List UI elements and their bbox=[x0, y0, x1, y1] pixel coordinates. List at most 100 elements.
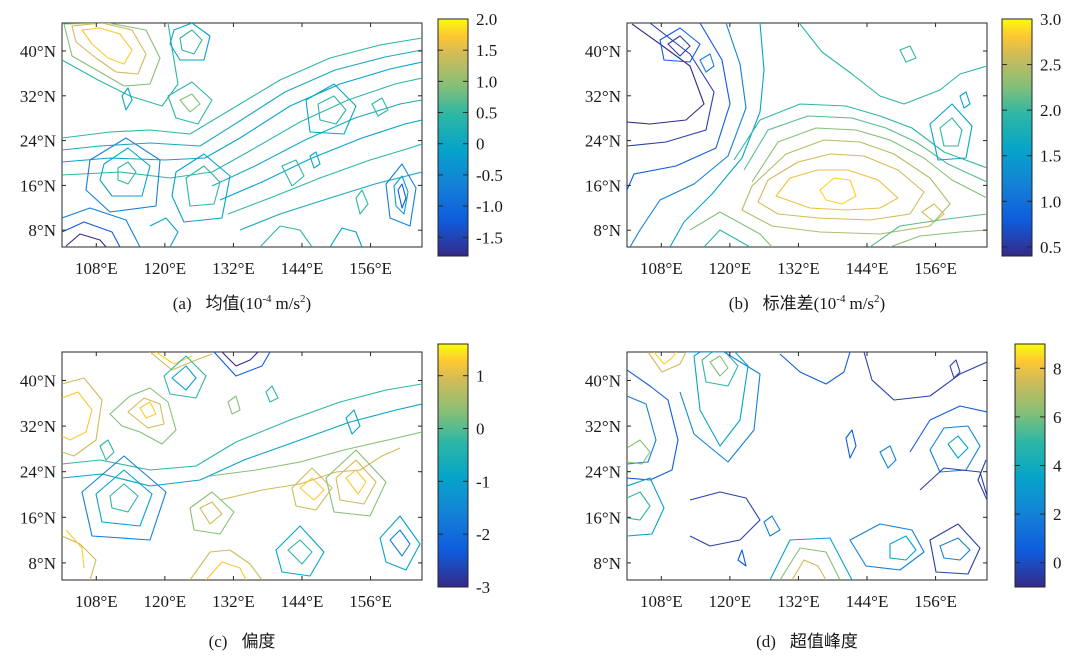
contour-line bbox=[947, 435, 969, 459]
colorbar-frame bbox=[1001, 18, 1033, 257]
contour-line bbox=[155, 352, 193, 365]
contour-line bbox=[259, 225, 313, 247]
x-tick-label: 144°E bbox=[846, 592, 889, 611]
contour-line bbox=[669, 23, 765, 247]
panel-a bbox=[61, 22, 423, 248]
contour-lines bbox=[627, 23, 987, 247]
y-tick-label: 8°N bbox=[593, 554, 621, 573]
panel-caption: (a) 均值(10-4 m/s2) bbox=[173, 293, 311, 313]
colorbar-gradient bbox=[1002, 19, 1032, 256]
contour-line bbox=[62, 49, 422, 151]
unit-open: ( bbox=[814, 294, 820, 313]
unit-open: ( bbox=[240, 294, 246, 313]
contour-line bbox=[929, 523, 981, 575]
contour-line bbox=[62, 37, 422, 139]
unit-square: 2 bbox=[874, 293, 880, 305]
contour-line bbox=[189, 491, 235, 535]
contour-line bbox=[265, 385, 279, 403]
colorbar-tick-label: 1.0 bbox=[1040, 192, 1061, 211]
y-tick-label: 16°N bbox=[585, 176, 621, 195]
contour-line bbox=[149, 352, 213, 371]
colorbar-gradient bbox=[438, 344, 468, 587]
contour-line bbox=[199, 501, 223, 525]
contour-line bbox=[629, 23, 747, 247]
colorbar-tick-label: -3 bbox=[476, 578, 490, 597]
caption-text: 超值峰度 bbox=[790, 632, 858, 651]
contour-line bbox=[305, 83, 357, 135]
contour-line bbox=[281, 159, 305, 187]
contour-line bbox=[679, 352, 761, 463]
unit-tail: m/s bbox=[275, 294, 300, 313]
contour-line bbox=[291, 467, 333, 511]
x-tick-label: 132°E bbox=[777, 592, 820, 611]
contour-line bbox=[62, 377, 103, 457]
contour-line bbox=[667, 35, 691, 57]
contour-line bbox=[185, 165, 221, 207]
contour-line bbox=[65, 529, 85, 569]
panel-axes: 108°E 120°E 132°E 144°E 156°E 8°N 16°N 24°N 32°N… bbox=[585, 352, 987, 611]
caption-label: (d) bbox=[756, 632, 776, 651]
x-tick-label: 132°E bbox=[212, 592, 255, 611]
contour-line bbox=[309, 151, 321, 169]
contour-line bbox=[701, 352, 739, 387]
contour-line bbox=[95, 469, 153, 527]
y-tick-label: 40°N bbox=[585, 42, 621, 61]
contour-line bbox=[869, 213, 987, 247]
contour-line bbox=[329, 227, 363, 247]
contour-lines bbox=[627, 352, 987, 580]
unit-exponent: -4 bbox=[262, 293, 272, 305]
contour-line bbox=[371, 97, 389, 117]
contour-line bbox=[627, 439, 651, 465]
y-tick-label: 8°N bbox=[28, 221, 56, 240]
contour-line bbox=[627, 491, 651, 521]
caption-text: 标准差 bbox=[763, 294, 814, 313]
contour-line bbox=[733, 103, 987, 169]
contour-line bbox=[227, 395, 241, 415]
contour-line bbox=[737, 549, 747, 567]
colorbar-tick-label: 0.5 bbox=[476, 104, 497, 123]
x-tick-label: 108°E bbox=[640, 259, 683, 278]
contour-line bbox=[117, 161, 137, 185]
contour-line bbox=[939, 537, 971, 561]
colorbar-tick-label: 4 bbox=[1053, 457, 1062, 476]
contour-line bbox=[211, 99, 422, 187]
unit-base: 10 bbox=[819, 294, 836, 313]
caption-label: (a) bbox=[173, 294, 192, 313]
colorbar-tick-label: 1.5 bbox=[1040, 147, 1061, 166]
colorbar-tick-label: -1 bbox=[476, 472, 490, 491]
colorbar-tick-label: 0 bbox=[476, 135, 485, 154]
contour-line bbox=[647, 352, 687, 373]
panel-c bbox=[61, 351, 423, 581]
x-tick-label: 132°E bbox=[777, 259, 820, 278]
contour-line bbox=[62, 61, 422, 163]
unit-exponent: -4 bbox=[836, 293, 846, 305]
contour-line bbox=[121, 87, 133, 111]
contour-line bbox=[689, 491, 761, 547]
panel-caption: (c) 偏度 bbox=[209, 632, 276, 651]
contour-line bbox=[209, 431, 422, 477]
y-tick-label: 32°N bbox=[20, 87, 56, 106]
contour-line bbox=[393, 175, 409, 215]
contour-line bbox=[769, 537, 853, 580]
contour-line bbox=[127, 397, 165, 429]
y-tick-label: 24°N bbox=[585, 463, 621, 482]
colorbar-tick-label: 8 bbox=[1053, 359, 1062, 378]
x-tick-label: 144°E bbox=[846, 259, 889, 278]
panel-caption: (d) 超值峰度 bbox=[756, 632, 858, 651]
contour-line bbox=[779, 352, 851, 385]
y-tick-label: 40°N bbox=[20, 372, 56, 391]
y-tick-label: 40°N bbox=[585, 372, 621, 391]
contour-line bbox=[693, 352, 749, 447]
contour-line bbox=[709, 355, 729, 377]
contour-line bbox=[775, 169, 899, 211]
colorbar: 3.0 2.5 2.0 1.5 1.0 0.5 bbox=[1001, 10, 1061, 257]
x-tick-label: 108°E bbox=[75, 592, 118, 611]
contour-line bbox=[227, 143, 422, 215]
x-tick-label: 120°E bbox=[709, 259, 752, 278]
contour-line bbox=[819, 177, 857, 205]
contour-line bbox=[189, 549, 263, 580]
contour-line bbox=[627, 395, 657, 465]
contour-line bbox=[627, 23, 715, 147]
panel-axes: 108°E 120°E 132°E 144°E 156°E 8°N 16°N 24°N 32°N… bbox=[20, 23, 422, 278]
